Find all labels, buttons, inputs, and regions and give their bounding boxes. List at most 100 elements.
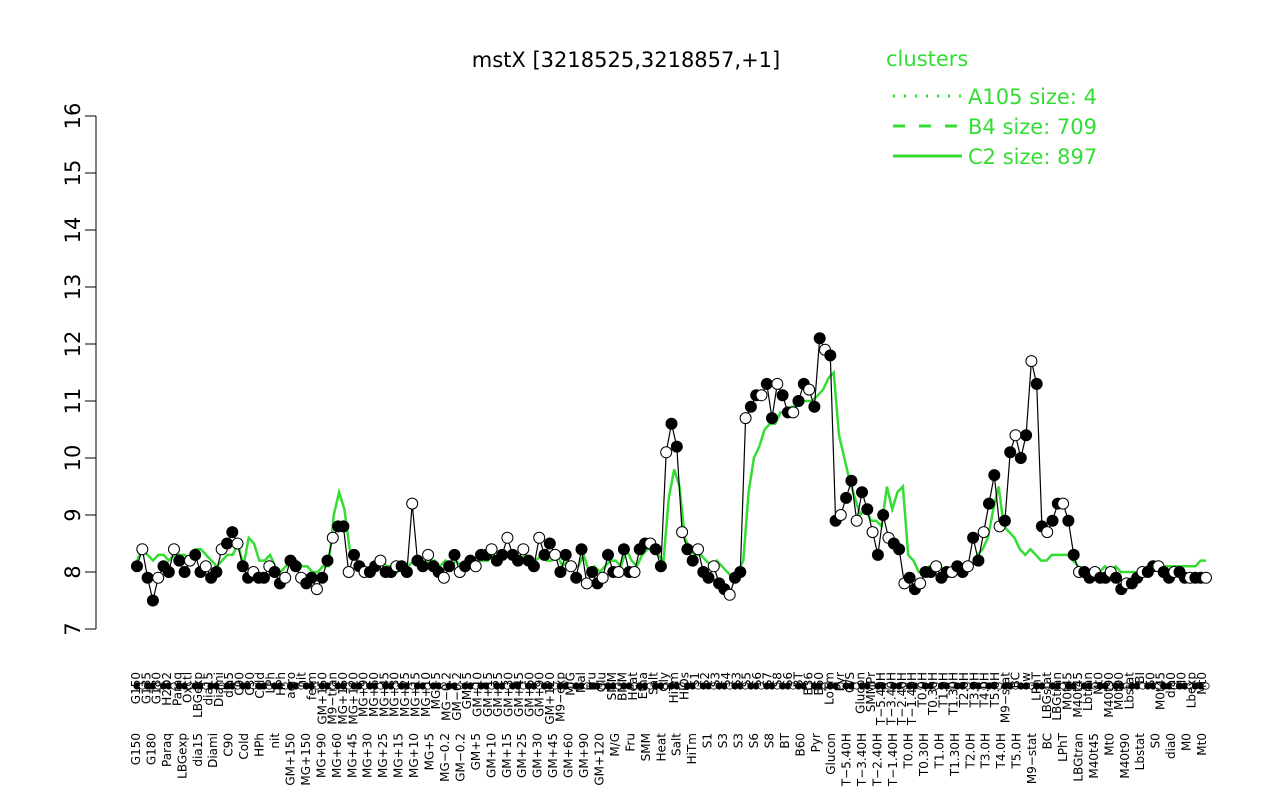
data-point <box>152 571 165 584</box>
x-tick-label: M40t90 <box>1102 672 1116 718</box>
x-tick-label: Salt <box>670 733 684 756</box>
x-tick-label: M9−exp <box>553 672 567 722</box>
data-point <box>596 571 609 584</box>
data-point <box>707 560 720 573</box>
x-tick-label: T0.0H <box>902 733 916 769</box>
data-point <box>575 543 588 556</box>
data-point <box>141 571 154 584</box>
x-tick-label: GM+45 <box>546 733 560 778</box>
data-point <box>930 560 943 573</box>
data-point <box>448 548 461 561</box>
x-tick-label: T−3.40H <box>885 672 899 726</box>
data-point <box>231 537 244 550</box>
data-point <box>527 560 540 573</box>
data-point <box>178 566 191 578</box>
x-tick-label: MG+90 <box>314 733 328 778</box>
x-tick-label: S6 <box>750 672 764 687</box>
x-tick-label: T−1.40H <box>905 672 919 726</box>
data-point <box>755 389 768 402</box>
data-point <box>1020 429 1033 442</box>
data-point <box>512 554 524 567</box>
data-point <box>316 571 329 584</box>
x-tick-label: T1.0H <box>932 733 946 769</box>
legend-label-c2: C2 size: 897 <box>968 145 1097 169</box>
data-point <box>189 548 202 561</box>
x-tick-label: Sw <box>1019 672 1033 690</box>
x-tick-label: M/G <box>564 672 578 696</box>
data-point <box>1009 429 1022 442</box>
data-point <box>1200 571 1212 584</box>
x-tick-label: BC <box>1041 733 1055 749</box>
x-tick-label: SMM <box>639 733 653 761</box>
legend-title: clusters <box>886 47 968 71</box>
data-point <box>1110 571 1122 584</box>
data-point <box>400 566 413 578</box>
x-tick-label: Oxctl <box>181 672 195 703</box>
x-tick-label: MG+150 <box>336 672 350 725</box>
x-tick-label: GM+10 <box>484 733 498 778</box>
x-tick-label: S8 <box>771 672 785 687</box>
x-tick-label: T−2.40H <box>895 672 909 726</box>
x-tick-label: T0.30H <box>926 672 940 716</box>
x-tick-label: Cold <box>253 672 267 699</box>
x-tick-label: S7 <box>760 672 774 687</box>
data-point <box>602 548 614 561</box>
data-point <box>136 543 149 556</box>
data-point <box>199 560 212 573</box>
data-point <box>1025 355 1038 368</box>
x-tick-label: MG+10 <box>419 672 433 717</box>
x-tick-label: SMMPr <box>864 672 878 712</box>
data-point <box>258 571 270 584</box>
x-tick-label: S6 <box>781 672 795 687</box>
x-tick-label: C90 <box>233 672 247 696</box>
data-point <box>914 577 927 590</box>
data-point <box>538 548 551 561</box>
x-tick-label: S3 <box>732 733 746 748</box>
data-point <box>131 560 143 573</box>
data-point <box>760 377 773 390</box>
x-tick-label: GM+90 <box>577 733 591 778</box>
x-tick-label: LPhT <box>1029 671 1043 701</box>
x-tick-label: Gly <box>657 672 671 692</box>
x-tick-label: Lbstat <box>1133 733 1147 771</box>
x-tick-label: LBGexp <box>191 672 205 718</box>
x-tick-label: B60 <box>812 672 826 696</box>
x-tick-label: GM+90 <box>533 672 547 717</box>
data-point <box>739 412 752 425</box>
x-tick-label: GM+10 <box>471 672 485 717</box>
x-tick-label: S5 <box>740 672 754 687</box>
x-tick-label: MG−0.2 <box>438 733 452 782</box>
x-tick-label: GM+5 <box>460 672 474 709</box>
data-point <box>268 566 281 578</box>
data-point <box>840 491 853 504</box>
data-point <box>617 543 630 556</box>
x-tick-label: G135 <box>139 672 153 704</box>
x-tick-label: LBGexp <box>175 733 189 779</box>
x-tick-label: GM+15 <box>500 733 514 778</box>
x-tick-label: T5.0H <box>988 672 1002 708</box>
x-tick-label: Paraq <box>160 733 174 767</box>
x-tick-label: MG+5 <box>423 733 437 770</box>
data-point <box>485 543 498 556</box>
x-tick-label: MG+60 <box>367 672 381 717</box>
legend: clusters A105 size: 4 B4 size: 709 C2 si… <box>886 47 1097 169</box>
data-point <box>877 509 890 521</box>
data-point <box>1057 497 1070 510</box>
data-point <box>348 548 360 561</box>
x-tick-label: Fru <box>623 733 637 752</box>
data-point <box>808 400 821 413</box>
x-tick-label: Diami <box>206 733 220 768</box>
x-tick-label: S3 <box>729 672 743 687</box>
data-point <box>972 554 985 567</box>
x-tick-label: GM+120 <box>543 672 557 725</box>
x-tick-label: G150 <box>129 672 143 704</box>
data-point <box>406 497 419 510</box>
x-tick-label: S6 <box>747 733 761 748</box>
x-tick-label: GM+60 <box>522 672 536 717</box>
data-point <box>469 560 482 573</box>
x-tick-label: GM+5 <box>469 733 483 770</box>
x-tick-label: Salt <box>647 672 661 695</box>
data-point <box>871 548 884 561</box>
x-tick-label: Mt0 <box>1102 733 1116 756</box>
